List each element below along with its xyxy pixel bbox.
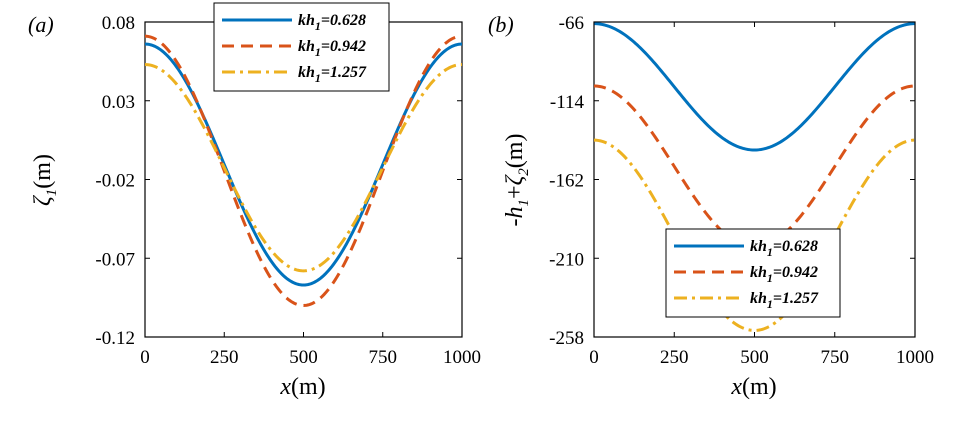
panel-label-b: (b) bbox=[488, 12, 514, 37]
legend-entry: kh1=0.942 bbox=[298, 38, 366, 59]
y-axis-label-a: ζ1(m) bbox=[30, 154, 60, 206]
legend-entry: kh1=1.257 bbox=[298, 64, 367, 85]
series-line-1 bbox=[593, 22, 916, 152]
y-tick-label: -66 bbox=[559, 13, 584, 34]
y-tick-label: -114 bbox=[550, 92, 585, 113]
legend-a: kh1=0.628 kh1=0.942 kh1=1.257 bbox=[213, 2, 390, 92]
x-tick-label: 500 bbox=[289, 347, 318, 368]
y-ticks-a: 0.08 0.03 -0.02 -0.07 -0.12 bbox=[95, 13, 462, 349]
y-axis-label-b: -h1+ζ2(m) bbox=[502, 134, 532, 227]
x-tick-label: 250 bbox=[210, 347, 239, 368]
y-tick-label: -258 bbox=[549, 328, 584, 349]
x-tick-label: 1000 bbox=[896, 347, 934, 368]
x-tick-label: 1000 bbox=[443, 347, 481, 368]
legend-entry: kh1=0.628 bbox=[298, 12, 366, 33]
y-tick-label: 0.08 bbox=[102, 13, 135, 34]
y-tick-label: -210 bbox=[549, 249, 584, 270]
chart-b: 0 250 500 750 1000 -66-114-162-210-258 x(m) … bbox=[502, 13, 934, 400]
x-tick-label: 500 bbox=[740, 347, 769, 368]
x-tick-label: 750 bbox=[369, 347, 398, 368]
chart-a: 0 250 500 750 1000 0.08 0.03 -0.02 -0.07 -0.12 x… bbox=[30, 2, 481, 400]
y-tick-label: -0.02 bbox=[95, 171, 135, 192]
y-tick-label: -162 bbox=[549, 171, 584, 192]
x-tick-label: 0 bbox=[140, 347, 150, 368]
x-tick-label: 0 bbox=[589, 347, 599, 368]
legend-entry: kh1=0.942 bbox=[750, 264, 818, 285]
legend-entry: kh1=1.257 bbox=[750, 290, 819, 311]
series-lines-a bbox=[144, 34, 463, 308]
series-line-2 bbox=[144, 34, 463, 308]
x-axis-label-b: x(m) bbox=[730, 374, 776, 400]
series-line-2 bbox=[593, 84, 916, 249]
x-ticks-b: 0 250 500 750 1000 bbox=[589, 22, 934, 368]
legend-b: kh1=0.628 kh1=0.942 kh1=1.257 bbox=[665, 228, 841, 318]
y-tick-label: 0.03 bbox=[102, 92, 135, 113]
y-tick-label: -0.12 bbox=[95, 328, 135, 349]
x-axis-label-a: x(m) bbox=[279, 374, 325, 400]
x-ticks-a: 0 250 500 750 1000 bbox=[140, 22, 481, 368]
panel-label-a: (a) bbox=[28, 12, 54, 37]
legend-entry: kh1=0.628 bbox=[750, 238, 818, 259]
y-tick-label: -0.07 bbox=[95, 249, 135, 270]
x-tick-label: 250 bbox=[660, 347, 689, 368]
x-tick-label: 750 bbox=[821, 347, 850, 368]
series-line-3 bbox=[144, 63, 463, 273]
y-ticks-b: -66 -114 -162 -210 -258 bbox=[549, 13, 915, 349]
